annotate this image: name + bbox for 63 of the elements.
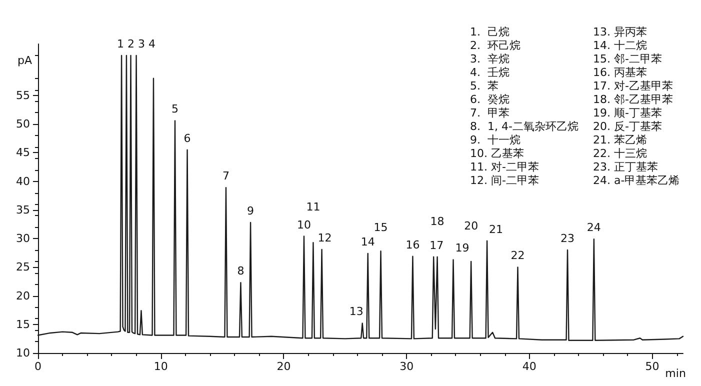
y-tick-label: 15 — [16, 318, 30, 331]
annotation: 17 — [430, 238, 444, 252]
annotation: 3. 辛烷 — [470, 52, 510, 66]
annotation: 9. 十一烷 — [470, 134, 520, 146]
y-tick-label: 55 — [16, 89, 30, 102]
annotation: 24 — [586, 221, 601, 234]
y-tick-label: 25 — [16, 260, 30, 274]
annotation: 21 — [489, 222, 504, 236]
annotation: 9 — [247, 204, 254, 218]
annotation: 10 — [296, 218, 311, 232]
y-tick-label: 10 — [16, 346, 30, 360]
y-tick-label: 45 — [16, 146, 30, 160]
annotation: 2. 环己烷 — [470, 39, 520, 52]
annotation: 6 — [184, 132, 191, 145]
annotation: 20 — [464, 219, 478, 232]
annotation: 19 — [455, 242, 470, 255]
y-tick-label: 30 — [16, 232, 30, 246]
annotation: 7. 甲苯 — [470, 106, 510, 120]
y-tick-label: 20 — [16, 289, 30, 302]
annotation: 4. 壬烷 — [470, 66, 510, 79]
x-tick-label: 20 — [276, 360, 291, 373]
x-tick-label: 50 — [645, 360, 660, 373]
annotation: 11 — [306, 200, 320, 214]
annotation: 22 — [510, 249, 525, 262]
annotation: 23 — [560, 232, 575, 245]
annotation: 5 — [171, 102, 178, 116]
annotation: 18. 邻-乙基甲苯 — [593, 93, 673, 106]
annotation: 12 — [318, 231, 332, 244]
y-tick-label: 50 — [16, 118, 30, 131]
y-tick-label: 40 — [16, 174, 30, 188]
annotation: 1 2 3 4 — [117, 37, 156, 50]
annotation: 14 — [360, 235, 375, 248]
y-tick-label: 35 — [16, 203, 30, 216]
annotation: 18 — [430, 214, 444, 228]
annotation: 6. 癸烷 — [470, 93, 510, 106]
annotation: 12. 间-二甲苯 — [470, 174, 539, 187]
x-axis-title: min — [665, 367, 686, 380]
annotation: 20. 反-丁基苯 — [593, 120, 662, 133]
annotation: 10. 乙基苯 — [470, 147, 524, 160]
annotation: 7 — [222, 170, 230, 183]
x-tick-label: 0 — [34, 360, 42, 373]
annotation: 21. 苯乙烯 — [593, 134, 647, 146]
annotation: 16 — [406, 238, 420, 252]
annotation: 14. 十二烷 — [593, 39, 647, 52]
text: 13. 异丙苯 — [593, 26, 647, 38]
annotation: 11. 对-二甲苯 — [470, 160, 539, 174]
annotation: 23. 正丁基苯 — [593, 160, 658, 174]
x-tick-label: 10 — [154, 360, 168, 373]
annotation: 15. 邻-二甲苯 — [593, 52, 662, 66]
annotation: 19. 顺-丁基苯 — [593, 106, 662, 120]
annotation: 15 — [374, 221, 388, 234]
y-axis-title: pA — [17, 54, 32, 67]
annotation: 8 — [237, 264, 244, 278]
annotation: 8. 1, 4-二氧杂环乙烷 — [470, 120, 578, 133]
annotation: 5. 苯 — [470, 80, 498, 92]
annotation: 16. 丙基苯 — [593, 66, 647, 79]
annotation: 22. 十三烷 — [593, 147, 647, 160]
text: 1. 己烷 — [470, 26, 510, 38]
annotation: 13 — [349, 305, 364, 318]
x-tick-label: 30 — [400, 360, 414, 373]
annotation: 17. 对-乙基甲苯 — [593, 80, 673, 92]
annotation: 24. a-甲基苯乙烯 — [593, 174, 680, 187]
x-tick-label: 40 — [522, 360, 536, 373]
